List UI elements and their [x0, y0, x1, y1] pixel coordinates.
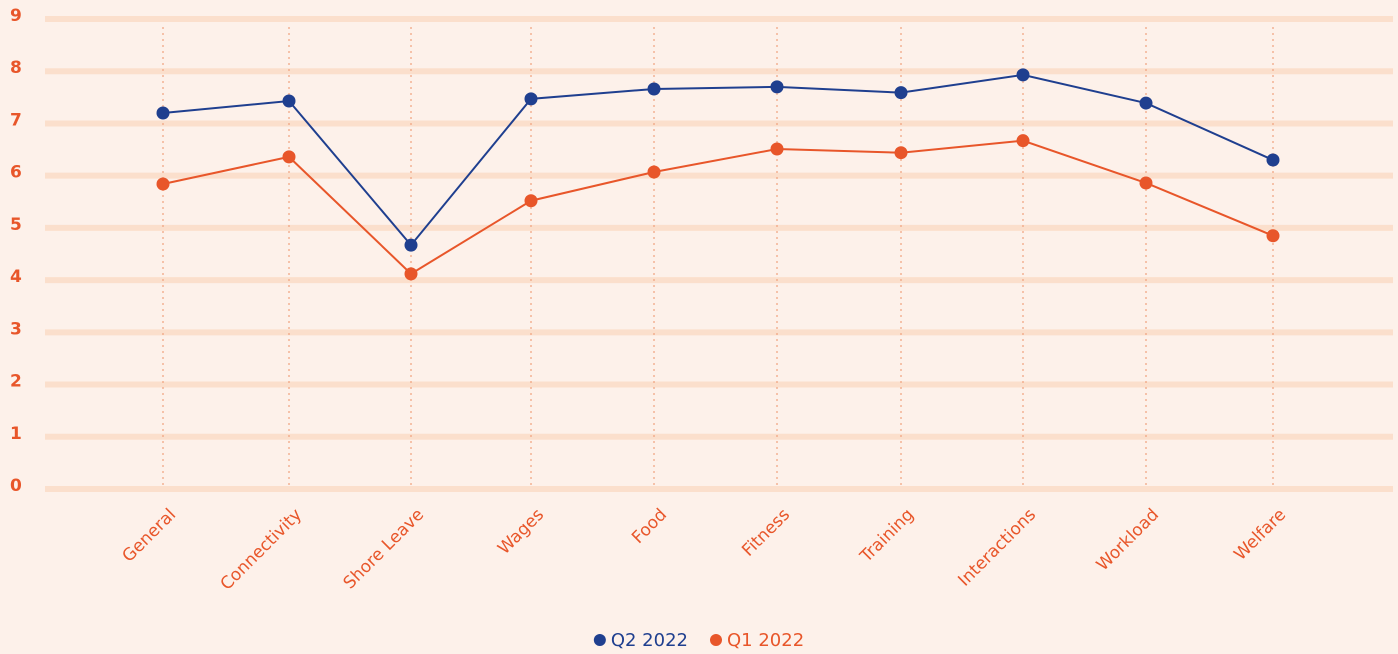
data-point — [1016, 68, 1030, 82]
y-tick-label: 3 — [10, 319, 22, 339]
data-point — [524, 92, 538, 106]
y-tick-label: 8 — [10, 58, 22, 78]
legend: Q2 2022 Q1 2022 — [593, 630, 804, 651]
data-point — [404, 238, 418, 252]
data-point — [894, 146, 908, 160]
data-point — [647, 82, 661, 96]
data-point — [282, 150, 296, 164]
data-point — [524, 194, 538, 208]
y-tick-label: 6 — [10, 163, 22, 183]
data-point — [1266, 229, 1280, 243]
y-tick-label: 1 — [10, 424, 22, 444]
data-point — [894, 86, 908, 100]
y-tick-label: 0 — [10, 476, 22, 496]
y-tick-label: 7 — [10, 110, 22, 130]
y-tick-label: 9 — [10, 6, 22, 26]
data-point — [1139, 176, 1153, 190]
data-point — [1139, 96, 1153, 110]
legend-marker — [710, 634, 722, 646]
data-point — [404, 267, 418, 281]
series-line — [162, 139, 1274, 276]
y-tick-label: 5 — [10, 215, 22, 235]
data-point — [282, 94, 296, 108]
data-point — [156, 177, 170, 191]
legend-marker — [593, 634, 606, 646]
data-point — [770, 80, 784, 94]
data-point — [647, 165, 661, 179]
legend-label: Q2 2022 — [611, 630, 688, 651]
legend-label: Q1 2022 — [727, 630, 804, 651]
y-tick-label: 2 — [10, 372, 22, 392]
data-point — [770, 142, 784, 156]
data-point — [156, 106, 170, 120]
data-point — [1266, 153, 1280, 167]
series-line — [162, 73, 1274, 247]
y-tick-label: 4 — [10, 267, 22, 287]
data-point — [1016, 134, 1030, 148]
